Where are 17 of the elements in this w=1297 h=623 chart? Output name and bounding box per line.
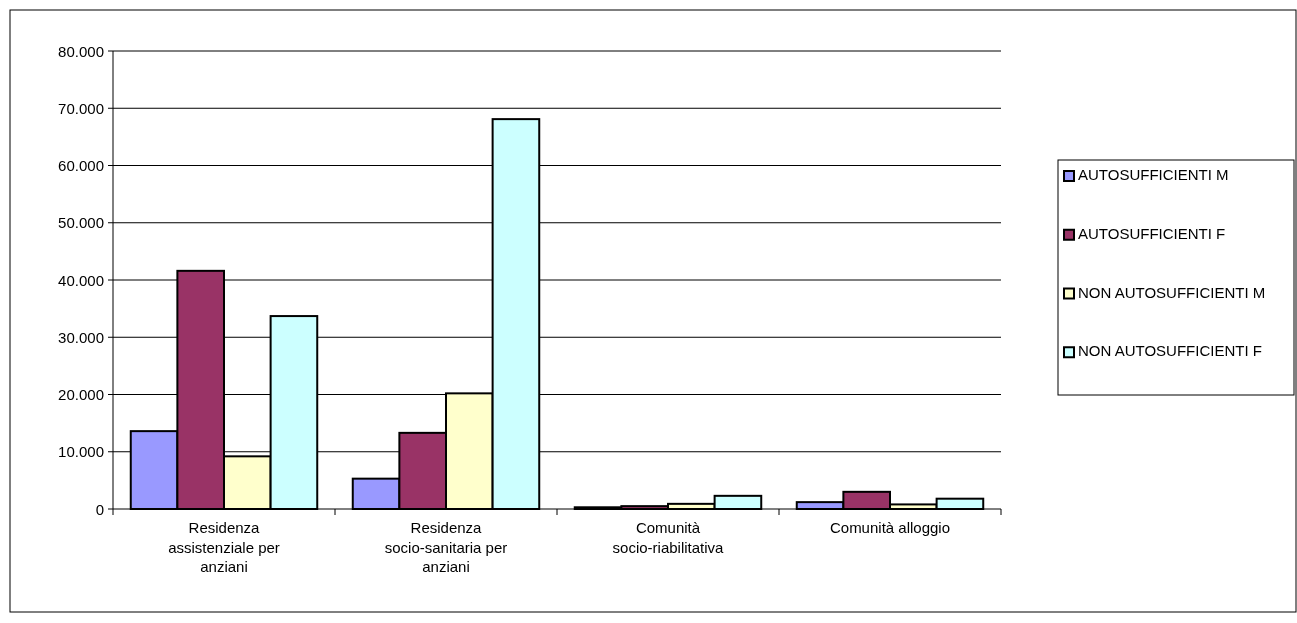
y-tick-label: 10.000: [58, 443, 104, 461]
y-tick-label: 70.000: [58, 99, 104, 117]
legend-label: AUTOSUFFICIENTI M: [1078, 166, 1229, 183]
y-tick-label: 60.000: [58, 157, 104, 174]
y-tick-label: 40.000: [58, 271, 104, 289]
y-tick-label: 50.000: [58, 214, 104, 232]
x-tick-label: Residenza socio-sanitaria per anziani: [384, 519, 508, 575]
x-tick-label: Residenza assistenziale per anziani: [168, 519, 280, 575]
y-tick-label: 0: [95, 500, 104, 518]
x-tick-label: Comunità socio-riabilitativa: [612, 519, 725, 556]
y-tick-label: 20.000: [58, 386, 104, 403]
legend-label: AUTOSUFFICIENTI F: [1078, 224, 1226, 242]
legend-label: NON AUTOSUFFICIENTI M: [1078, 283, 1266, 301]
y-tick-label: 30.000: [58, 328, 104, 346]
legend-label: NON AUTOSUFFICIENTI F: [1078, 342, 1262, 360]
x-tick-label: Comunità alloggio: [829, 519, 951, 536]
y-tick-label: 80.000: [58, 42, 104, 60]
